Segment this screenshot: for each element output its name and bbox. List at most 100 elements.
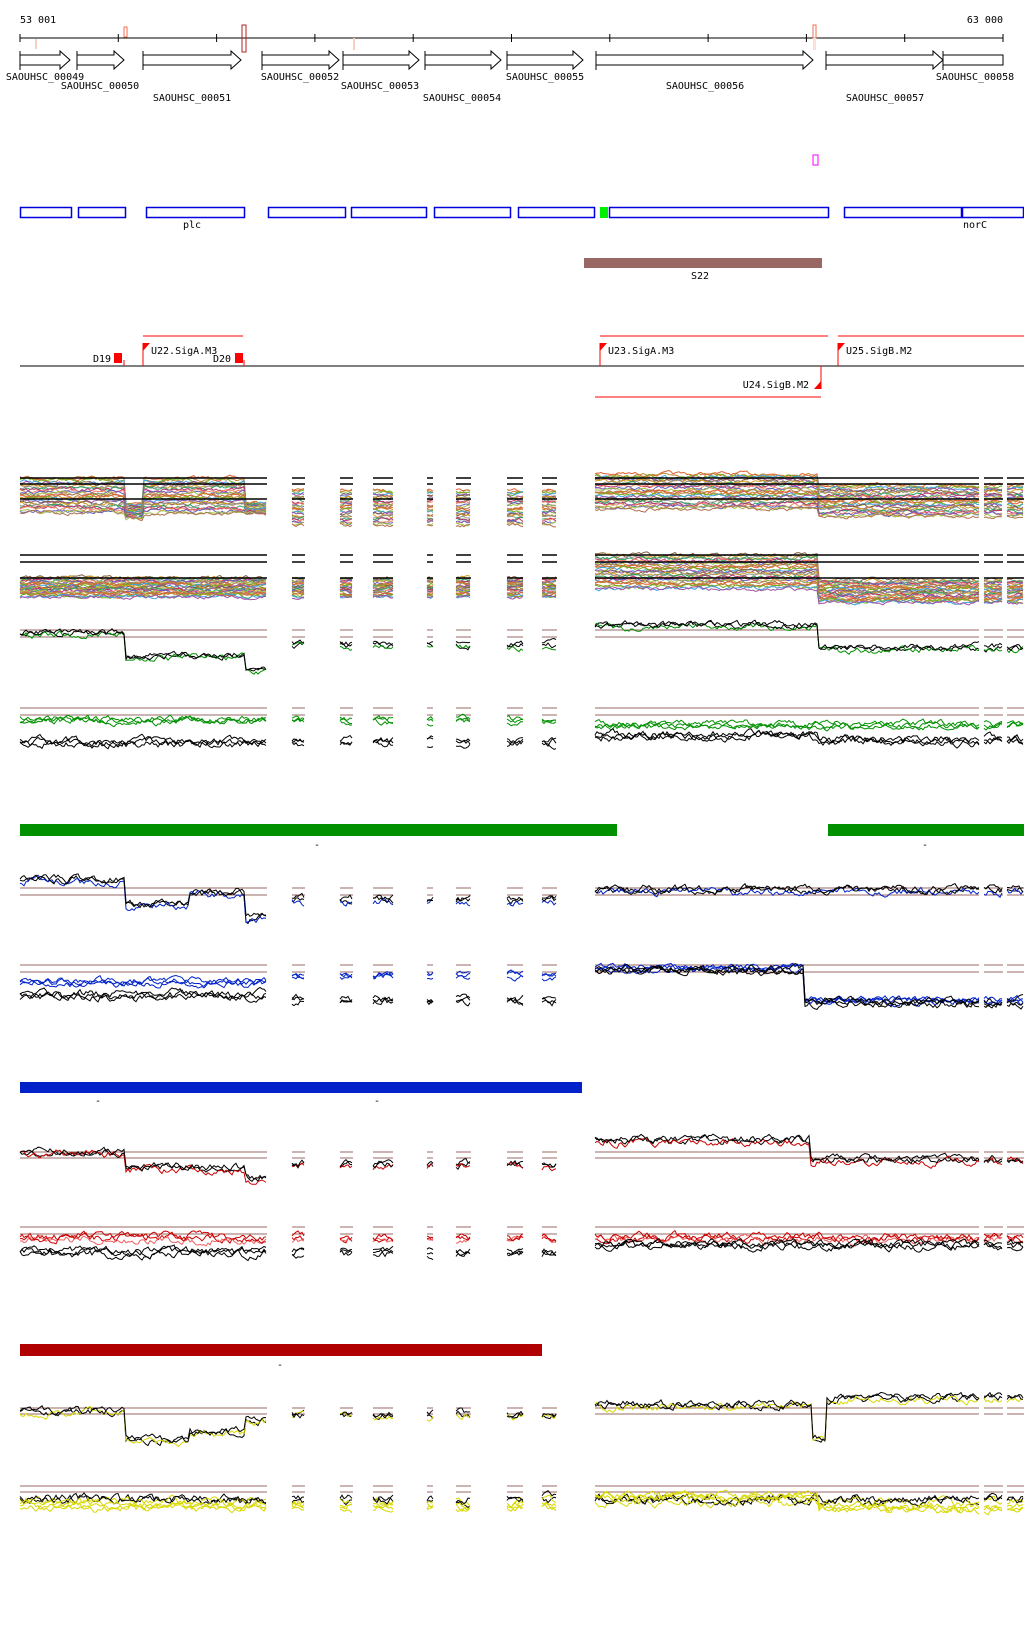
signal-line: [983, 1158, 1003, 1164]
signal-line: [594, 619, 980, 652]
promoter-d19[interactable]: D19: [93, 353, 125, 366]
signal-line: [1007, 885, 1024, 893]
ruler-start-label: 53 001: [20, 15, 56, 26]
signal-line: [455, 1249, 471, 1256]
signal-line: [594, 965, 980, 1010]
signal-line: [426, 746, 434, 748]
cds-box[interactable]: [145, 206, 246, 219]
cds-box[interactable]: [608, 206, 830, 219]
signal-line: [455, 901, 471, 907]
gene-label: SAOUHSC_00055: [506, 72, 584, 83]
signal-line: [339, 1411, 353, 1418]
signal-line: [506, 900, 524, 907]
signal-line: [594, 579, 979, 602]
signal-line: [339, 520, 353, 525]
signal-line: [983, 1239, 1003, 1246]
gene-4[interactable]: SAOUHSC_00053: [341, 49, 420, 92]
signal-line: [594, 580, 980, 602]
signal-line: [541, 973, 557, 977]
signal-line: [1006, 596, 1024, 602]
cds-box[interactable]: [267, 206, 347, 219]
signal-line: [455, 513, 471, 517]
signal-line: [1006, 1241, 1024, 1249]
promoter-u24[interactable]: U24.SigB.M2: [743, 366, 822, 391]
condition-bar-red[interactable]: [20, 1344, 542, 1356]
condition-bar-green[interactable]: [20, 824, 617, 836]
signal-line: [455, 738, 471, 743]
promoter-u23[interactable]: U23.SigA.M3: [599, 343, 674, 366]
gene-arrow: [942, 54, 1004, 66]
signal-line: [426, 592, 434, 595]
signal-line: [291, 973, 305, 980]
signal-line: [541, 507, 557, 512]
signal-line: [372, 490, 394, 495]
cds-marker: [600, 207, 608, 218]
signal-line: [1006, 587, 1024, 593]
signal-line: [455, 523, 471, 528]
signal-line: [1006, 591, 1024, 596]
feature-label-plc: plc: [183, 220, 201, 231]
signal-line: [506, 1161, 524, 1169]
promoter-u25[interactable]: U25.SigB.M2: [837, 343, 912, 366]
signal-line: [541, 1412, 557, 1417]
signal-line: [426, 499, 434, 502]
signal-line: [506, 506, 523, 512]
promoter-label: U23.SigA.M3: [608, 346, 674, 357]
signal-line: [541, 492, 557, 496]
ruler-end-label: 63 000: [967, 15, 1003, 26]
signal-line: [1006, 1502, 1024, 1509]
gene-2[interactable]: SAOUHSC_00051: [142, 49, 242, 104]
cds-track: [19, 206, 1024, 219]
signal-line: [426, 506, 434, 509]
gene-0[interactable]: SAOUHSC_00049: [6, 49, 84, 83]
gene-5[interactable]: SAOUHSC_00054: [423, 49, 502, 104]
signal-line: [339, 972, 353, 978]
gene-7[interactable]: SAOUHSC_00056: [595, 49, 814, 92]
signal-line: [291, 738, 305, 743]
promoter-d20[interactable]: D20: [213, 353, 245, 366]
gene-1[interactable]: SAOUHSC_00050: [61, 49, 139, 92]
gene-8[interactable]: SAOUHSC_00057: [825, 49, 944, 104]
signal-line: [19, 582, 267, 590]
cds-box[interactable]: [843, 206, 963, 219]
signal-line: [1006, 1156, 1024, 1164]
cds-box[interactable]: [19, 206, 73, 219]
signal-line: [594, 560, 980, 590]
condition-bar-green[interactable]: [828, 824, 1024, 836]
signal-line: [541, 506, 557, 511]
cds-box[interactable]: [961, 206, 1024, 219]
signal-line: [455, 895, 471, 902]
signal-line: [455, 522, 471, 527]
signal-line: [426, 1236, 434, 1239]
signal-line: [1006, 738, 1024, 745]
signal-line: [339, 1411, 353, 1416]
signal-line: [541, 718, 557, 723]
signal-line: [372, 717, 394, 726]
signal-line: [426, 494, 434, 497]
signal-line: [983, 890, 1003, 899]
signal-line: [372, 1503, 394, 1510]
signal-line: [983, 495, 1003, 500]
gene-9[interactable]: SAOUHSC_00058: [936, 51, 1014, 83]
cds-box[interactable]: [517, 206, 596, 219]
promoter-u22[interactable]: U22.SigA.M3: [142, 343, 217, 366]
signal-line: [291, 592, 305, 597]
signal-line: [455, 500, 471, 505]
signal-line: [983, 592, 1003, 596]
cds-box[interactable]: [433, 206, 512, 219]
signal-line: [1007, 494, 1024, 499]
gene-3[interactable]: SAOUHSC_00052: [261, 49, 340, 83]
promoter-label: U22.SigA.M3: [151, 346, 217, 357]
signal-line: [594, 486, 980, 502]
gene-6[interactable]: SAOUHSC_00055: [506, 49, 584, 83]
signal-line: [291, 1159, 305, 1168]
segment-bar-s22[interactable]: [584, 258, 822, 268]
signal-line: [372, 594, 394, 599]
gene-arrow: [595, 49, 814, 71]
cds-box[interactable]: [350, 206, 428, 219]
condition-bar-blue[interactable]: [20, 1082, 582, 1093]
cds-box[interactable]: [77, 206, 127, 219]
gene-label: SAOUHSC_00050: [61, 81, 139, 92]
signal-line: [455, 594, 471, 598]
signal-line: [455, 589, 471, 593]
